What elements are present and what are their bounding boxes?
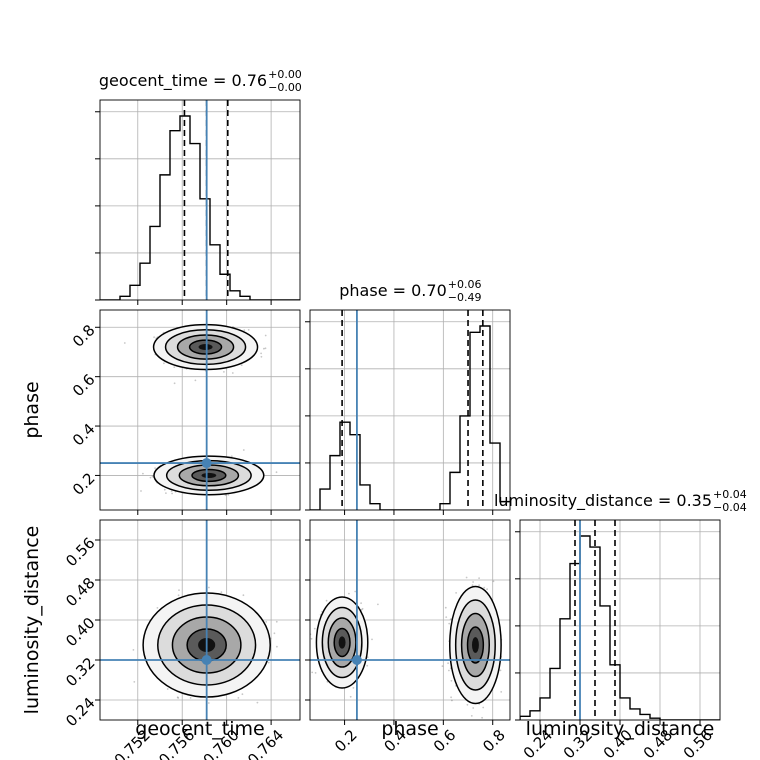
truth-marker [351, 655, 362, 665]
y-tick-label: 0.40 [62, 614, 98, 650]
scatter-panel-geocent_time-vs-luminosity_distance [95, 519, 301, 725]
hist-panel-luminosity_distance [515, 519, 721, 725]
truth-marker [201, 655, 212, 665]
x-axis-label-phase: phase [381, 718, 438, 740]
panel-title-phase: phase = 0.70 +0.06−0.49 [339, 278, 481, 304]
contour-line [191, 468, 227, 483]
hist-panel-phase [305, 309, 511, 515]
contour-line [153, 455, 265, 496]
scatter-panel-geocent_time-vs-phase [95, 309, 301, 515]
scatter-panel-phase-vs-luminosity_distance [305, 519, 511, 725]
panel-frame [99, 99, 301, 301]
histogram-geocent_time [100, 115, 300, 300]
title-value: luminosity_distance = 0.35 [494, 491, 712, 511]
contour-line [188, 339, 223, 355]
hist-panel-geocent_time [95, 99, 301, 305]
title-lower-error: −0.49 [448, 291, 482, 304]
contour-line [327, 617, 357, 668]
contour-line [152, 323, 259, 371]
contour-line [333, 627, 351, 658]
panel-content [520, 520, 720, 720]
contour-line [460, 612, 491, 678]
title-upper-error: +0.04 [713, 488, 747, 501]
contour-line [454, 599, 496, 691]
truth-marker [201, 458, 212, 469]
y-axis-label-luminosity_distance: luminosity_distance [21, 526, 43, 715]
y-tick-label: 0.56 [62, 534, 98, 570]
density-level [471, 637, 479, 653]
density-level [338, 636, 346, 649]
title-value: phase = 0.70 [339, 281, 446, 300]
contour-line [315, 596, 369, 689]
panel-content [100, 100, 300, 300]
panel-title-luminosity_distance: luminosity_distance = 0.35 +0.04−0.04 [494, 488, 747, 514]
title-lower-error: −0.04 [713, 501, 747, 514]
title-value: geocent_time = 0.76 [99, 71, 267, 91]
panel-content [310, 576, 503, 719]
y-tick-label: 0.24 [62, 694, 98, 730]
x-axis-label-luminosity_distance: luminosity_distance [526, 718, 715, 740]
y-tick-label: 0.8 [69, 321, 99, 351]
panel-frame [99, 309, 301, 511]
histogram-phase [310, 325, 510, 510]
contour-line [176, 334, 235, 360]
x-tick-label: 0.8 [479, 726, 509, 756]
title-upper-error: +0.00 [268, 68, 302, 81]
title-lower-error: −0.00 [268, 81, 302, 94]
density-level [198, 344, 213, 351]
panel-title-geocent_time: geocent_time = 0.76 +0.00−0.00 [99, 68, 302, 94]
y-tick-label: 0.48 [62, 574, 98, 610]
contour-line [466, 626, 485, 664]
title-upper-error: +0.06 [448, 278, 482, 291]
panel-content [310, 310, 510, 510]
y-tick-label: 0.4 [69, 420, 99, 450]
y-tick-label: 0.32 [62, 654, 98, 690]
y-tick-label: 0.2 [69, 469, 99, 499]
panel-content [123, 323, 278, 497]
density-level [201, 472, 217, 479]
x-axis-label-geocent_time: geocent_time [135, 718, 264, 740]
contour-line [449, 585, 502, 705]
y-tick-label: 0.6 [69, 370, 99, 400]
panel-content [132, 586, 278, 704]
y-axis-label-phase: phase [21, 381, 43, 438]
contour-line [321, 606, 363, 679]
panel-frame [309, 309, 511, 511]
contour-line [164, 329, 247, 366]
x-tick-label: 0.2 [331, 726, 361, 756]
histogram-luminosity_distance [520, 535, 720, 720]
